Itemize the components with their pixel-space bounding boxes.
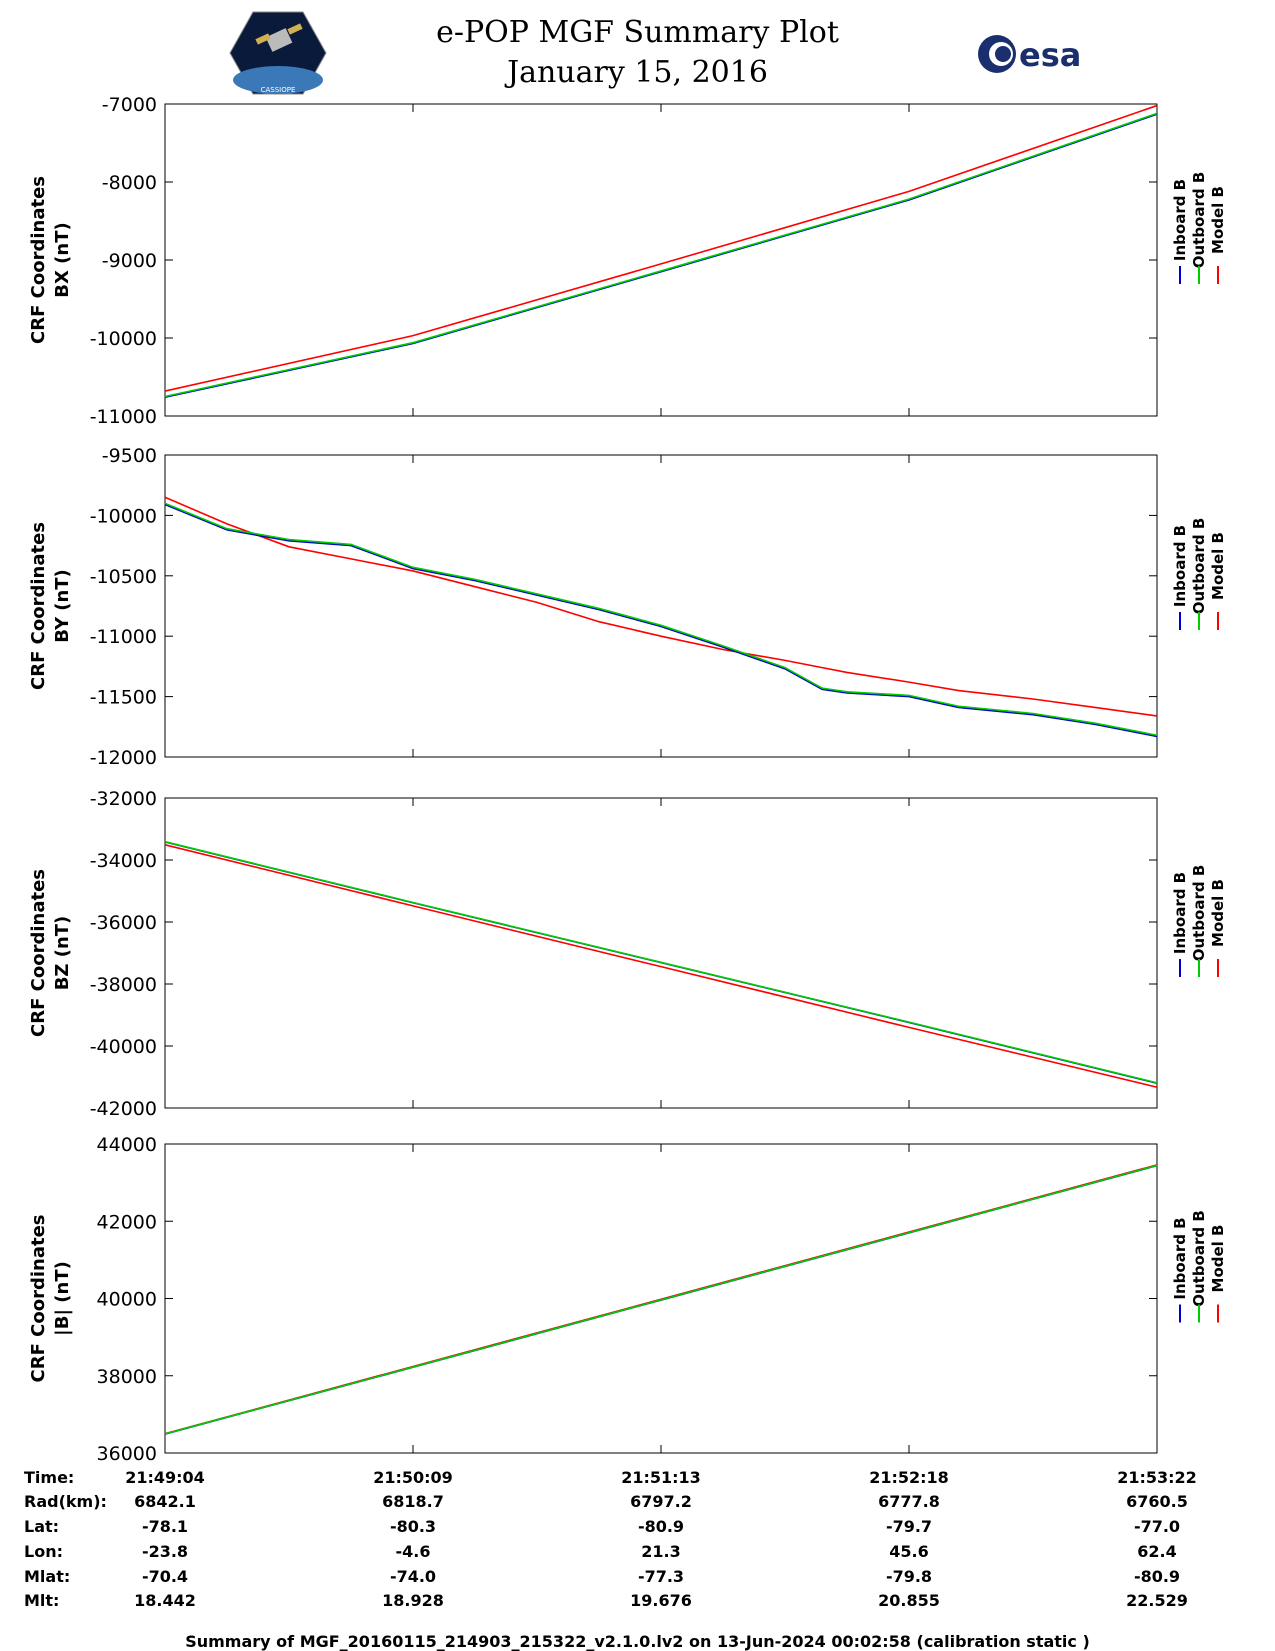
y-tick-label: -9000 bbox=[102, 250, 157, 272]
y-tick-label: -40000 bbox=[90, 1036, 157, 1058]
y-tick-label: -34000 bbox=[90, 850, 157, 872]
table-cell: -80.3 bbox=[389, 1517, 437, 1536]
legend-label: Inboard B bbox=[1171, 872, 1189, 954]
legend-label: Outboard B bbox=[1190, 865, 1208, 962]
table-cell: 6842.1 bbox=[134, 1492, 196, 1511]
plot-title: e-POP MGF Summary Plot bbox=[436, 15, 839, 50]
y-tick-label: -11000 bbox=[90, 626, 157, 648]
table-cell: 6797.2 bbox=[630, 1492, 692, 1511]
table-cell: -79.8 bbox=[885, 1567, 933, 1586]
y-tick-label: -38000 bbox=[90, 974, 157, 996]
table-cell: -80.9 bbox=[637, 1517, 685, 1536]
table-cell: 18.442 bbox=[134, 1591, 196, 1610]
table-cell: 6760.5 bbox=[1126, 1492, 1188, 1511]
y-axis-label: CRF Coordinates BX (nT) bbox=[28, 176, 73, 344]
y-tick-label: -10000 bbox=[90, 328, 157, 350]
table-cell: 20.855 bbox=[878, 1591, 940, 1610]
table-cell: 18.928 bbox=[382, 1591, 444, 1610]
legend-label: Outboard B bbox=[1190, 518, 1208, 615]
table-cell: -77.3 bbox=[637, 1567, 685, 1586]
y-tick-label: 38000 bbox=[97, 1366, 157, 1388]
plot-frame-3 bbox=[164, 797, 1158, 1109]
y-tick-label: -8000 bbox=[102, 172, 157, 194]
table-cell: -23.8 bbox=[141, 1542, 189, 1561]
legend-label: Inboard B bbox=[1171, 1217, 1189, 1299]
table-cell: 21.3 bbox=[641, 1542, 681, 1561]
y-tick-label: 44000 bbox=[97, 1134, 157, 1156]
table-cell: 21:51:13 bbox=[621, 1468, 701, 1487]
table-cell: -80.9 bbox=[1133, 1567, 1181, 1586]
y-axis-label: CRF Coordinates BZ (nT) bbox=[28, 869, 73, 1037]
y-tick-label: -36000 bbox=[90, 912, 157, 934]
plot-date: January 15, 2016 bbox=[507, 55, 768, 90]
table-cell: 21:50:09 bbox=[373, 1468, 453, 1487]
y-tick-label: -32000 bbox=[90, 788, 157, 810]
table-cell: -77.0 bbox=[1133, 1517, 1181, 1536]
legend-label: Outboard B bbox=[1190, 1210, 1208, 1307]
series-line-outboard-b bbox=[164, 502, 1158, 737]
series-line-outboard-b bbox=[164, 840, 1158, 1084]
footer-summary: Summary of MGF_20160115_214903_215322_v2… bbox=[185, 1632, 1090, 1651]
table-cell: -4.6 bbox=[395, 1542, 431, 1561]
table-cell: -74.0 bbox=[389, 1567, 437, 1586]
series-line-model-b bbox=[164, 844, 1158, 1089]
esa-logo-text: esa bbox=[1019, 36, 1081, 74]
cassiope-logo: CASSIOPE bbox=[229, 11, 327, 95]
table-row-label: Lat: bbox=[24, 1517, 60, 1536]
legend-label: Inboard B bbox=[1171, 525, 1189, 607]
table-cell: -70.4 bbox=[141, 1567, 189, 1586]
table-cell: 21:52:18 bbox=[869, 1468, 949, 1487]
table-cell: 22.529 bbox=[1126, 1591, 1188, 1610]
y-tick-label: -12000 bbox=[90, 747, 157, 769]
series-line-outboard-b bbox=[164, 112, 1158, 398]
legend-label: Model B bbox=[1209, 186, 1227, 254]
legend-label: Model B bbox=[1209, 1225, 1227, 1293]
table-cell: -79.7 bbox=[885, 1517, 933, 1536]
y-tick-label: 36000 bbox=[97, 1443, 157, 1465]
table-cell: 45.6 bbox=[889, 1542, 929, 1561]
legend-label: Model B bbox=[1209, 532, 1227, 600]
y-tick-label: 40000 bbox=[97, 1289, 157, 1311]
y-tick-label: -11500 bbox=[90, 687, 157, 709]
esa-logo: esa bbox=[978, 35, 1081, 74]
legend-label: Model B bbox=[1209, 879, 1227, 947]
table-cell: 19.676 bbox=[630, 1591, 692, 1610]
plot-frame-1 bbox=[164, 103, 1158, 417]
y-axis-label: CRF Coordinates BY (nT) bbox=[28, 522, 73, 690]
y-axis-label: CRF Coordinates |B| (nT) bbox=[28, 1215, 73, 1383]
table-row-label: Rad(km): bbox=[24, 1492, 107, 1511]
series-line-model-b bbox=[164, 496, 1158, 717]
table-row-label: Time: bbox=[24, 1468, 75, 1487]
series-line-outboard-b bbox=[164, 1164, 1158, 1435]
table-row-label: Mlt: bbox=[24, 1591, 60, 1610]
table-cell: 6818.7 bbox=[382, 1492, 444, 1511]
table-cell: 62.4 bbox=[1137, 1542, 1177, 1561]
cassiope-logo-text: CASSIOPE bbox=[261, 86, 296, 94]
series-line-model-b bbox=[164, 104, 1158, 392]
y-tick-label: -11000 bbox=[90, 406, 157, 428]
y-tick-label: -7000 bbox=[102, 94, 157, 116]
legend-label: Outboard B bbox=[1190, 172, 1208, 269]
table-cell: 6777.8 bbox=[878, 1492, 940, 1511]
legend-label: Inboard B bbox=[1171, 179, 1189, 261]
table-cell: 21:49:04 bbox=[125, 1468, 205, 1487]
series-line-inboard-b bbox=[164, 503, 1158, 738]
y-tick-label: -10000 bbox=[90, 505, 157, 527]
y-tick-label: -9500 bbox=[102, 445, 157, 467]
table-cell: 21:53:22 bbox=[1117, 1468, 1197, 1487]
y-tick-label: 42000 bbox=[97, 1211, 157, 1233]
table-row-label: Lon: bbox=[24, 1542, 63, 1561]
table-cell: -78.1 bbox=[141, 1517, 189, 1536]
y-tick-label: -10500 bbox=[90, 566, 157, 588]
y-tick-label: -42000 bbox=[90, 1098, 157, 1120]
table-row-label: Mlat: bbox=[24, 1567, 71, 1586]
